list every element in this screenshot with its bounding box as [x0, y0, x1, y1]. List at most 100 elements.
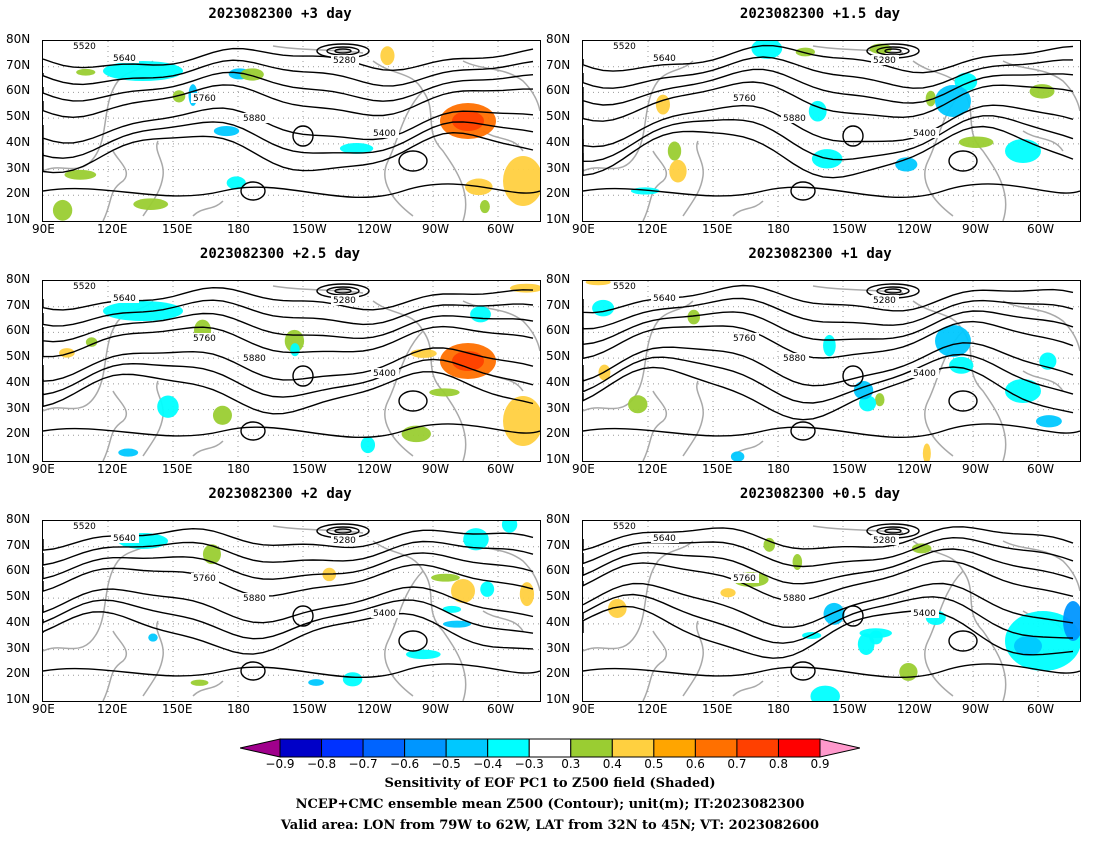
colorbar-swatch — [777, 738, 821, 758]
lon-tick-label: 90E — [32, 462, 55, 476]
map-area: 5520 5640 5760 5880 5280 5400 — [42, 40, 541, 222]
colorbar-tick-label: −0.7 — [348, 757, 378, 771]
map-panel-3: 2023082300 +2.5 day 80N 70N 60N 50N 40N 30N 20N… — [0, 240, 560, 480]
contour-label: 5400 — [373, 609, 396, 619]
footer-contour-description: NCEP+CMC ensemble mean Z500 (Contour); u… — [295, 797, 805, 812]
lat-tick-label: 60N — [546, 323, 571, 338]
contour-label: 5880 — [243, 114, 266, 124]
lon-tick-label: 60W — [487, 222, 515, 236]
lat-tick-label: 70N — [546, 297, 571, 312]
contour-label: 5880 — [783, 354, 806, 364]
lon-tick-label: 90W — [422, 222, 450, 236]
lat-tick-label: 10N — [546, 212, 571, 226]
lat-tick-label: 30N — [6, 640, 31, 655]
contour-label: 5280 — [873, 536, 896, 546]
colorbar-tick-label: 0.7 — [727, 757, 747, 771]
colorbar-swatch — [736, 738, 779, 758]
map-graphic: 5520 5640 5760 5880 5280 5400 — [583, 41, 1080, 221]
colorbar-swatch — [404, 738, 447, 758]
map-area: 5520 5640 5760 5880 5280 5400 — [582, 40, 1081, 222]
contour-label: 5880 — [783, 114, 806, 124]
panel-title: 2023082300 +1 day — [748, 246, 892, 262]
lat-tick-label: 10N — [6, 692, 31, 706]
colorbar-tick-label: 0.6 — [685, 757, 705, 771]
lat-tick-label: 30N — [6, 160, 31, 175]
contour-label: 5280 — [333, 56, 356, 66]
lon-tick-label: 90W — [962, 702, 990, 716]
contour-label: 5520 — [73, 282, 96, 292]
lat-tick-label: 80N — [546, 512, 571, 526]
panel-title: 2023082300 +3 day — [208, 6, 352, 22]
contour-label: 5760 — [733, 574, 756, 584]
contour-label: 5400 — [913, 609, 936, 619]
contour-label: 5520 — [613, 522, 636, 532]
lat-tick-label: 40N — [546, 134, 571, 149]
colorbar-swatch — [694, 738, 738, 758]
lon-tick-label: 150W — [292, 222, 327, 236]
lat-tick-label: 70N — [546, 57, 571, 72]
colorbar-tick-label: 0.8 — [768, 757, 788, 771]
lon-tick-label: 90W — [422, 462, 450, 476]
lat-tick-label: 30N — [6, 400, 31, 415]
lon-tick-label: 150E — [162, 702, 193, 716]
lat-tick-label: 20N — [546, 186, 571, 201]
lon-tick-label: 60W — [1027, 702, 1055, 716]
contour-label: 5520 — [73, 42, 96, 52]
lat-tick-label: 80N — [6, 32, 31, 46]
lon-tick-label: 120E — [97, 462, 128, 476]
lon-tick-label: 60W — [487, 462, 515, 476]
colorbar-swatch — [445, 738, 489, 758]
lat-tick-label: 70N — [6, 57, 31, 72]
lon-tick-label: 90E — [32, 222, 55, 236]
contour-label: 5640 — [113, 54, 136, 64]
lat-tick-label: 50N — [546, 349, 571, 364]
lat-tick-label: 10N — [546, 452, 571, 466]
map-panel-1: 2023082300 +3 day 80N 70N 60N 50N 40N 30N 20N 10… — [0, 0, 560, 240]
map-graphic: 5520 5640 5760 5880 5280 5400 — [43, 281, 540, 461]
contour-label: 5880 — [783, 594, 806, 604]
footer-shaded-description: Sensitivity of EOF PC1 to Z500 field (Sh… — [384, 776, 716, 791]
lat-tick-label: 40N — [6, 134, 31, 149]
lat-tick-label: 20N — [6, 426, 31, 441]
contour-label: 5520 — [613, 42, 636, 52]
contour-label: 5280 — [873, 296, 896, 306]
contour-label: 5640 — [653, 534, 676, 544]
lon-tick-label: 120W — [897, 462, 932, 476]
lat-tick-label: 30N — [546, 640, 571, 655]
colorbar-tick-label: −0.4 — [473, 757, 503, 771]
lon-tick-label: 180 — [227, 702, 250, 716]
lon-tick-label: 90E — [32, 702, 55, 716]
contour-label: 5400 — [913, 369, 936, 379]
panel-title: 2023082300 +2 day — [208, 486, 352, 502]
lat-tick-label: 50N — [546, 589, 571, 604]
colorbar-graphic — [239, 738, 861, 758]
colorbar-tick-label: −0.6 — [390, 757, 420, 771]
lat-tick-label: 80N — [546, 32, 571, 46]
map-graphic: 5520 5640 5760 5880 5280 5400 — [43, 521, 540, 701]
contour-label: 5760 — [733, 334, 756, 344]
lat-tick-label: 50N — [6, 349, 31, 364]
lon-tick-label: 180 — [767, 702, 790, 716]
lon-tick-label: 90W — [962, 222, 990, 236]
lon-tick-label: 120E — [97, 702, 128, 716]
lon-tick-label: 60W — [1027, 462, 1055, 476]
colorbar-swatch — [611, 738, 655, 758]
lon-tick-label: 90E — [572, 702, 595, 716]
lat-tick-label: 70N — [6, 297, 31, 312]
lat-tick-label: 60N — [546, 563, 571, 578]
map-panel-4: 2023082300 +1 day 80N 70N 60N 50N 40N 30N 20N 10… — [540, 240, 1100, 480]
lat-tick-label: 20N — [6, 186, 31, 201]
contour-label: 5280 — [333, 536, 356, 546]
lat-tick-label: 80N — [546, 272, 571, 286]
lon-tick-label: 120E — [637, 222, 668, 236]
lat-tick-label: 60N — [6, 83, 31, 98]
lon-tick-label: 120E — [637, 462, 668, 476]
colorbar-tick-label: 0.9 — [810, 757, 830, 771]
lat-tick-label: 50N — [6, 589, 31, 604]
contour-label: 5640 — [113, 534, 136, 544]
lon-tick-label: 150E — [162, 462, 193, 476]
contour-label: 5280 — [873, 56, 896, 66]
colorbar-swatch — [362, 738, 406, 758]
contour-label: 5760 — [193, 94, 216, 104]
lat-tick-label: 50N — [6, 109, 31, 124]
